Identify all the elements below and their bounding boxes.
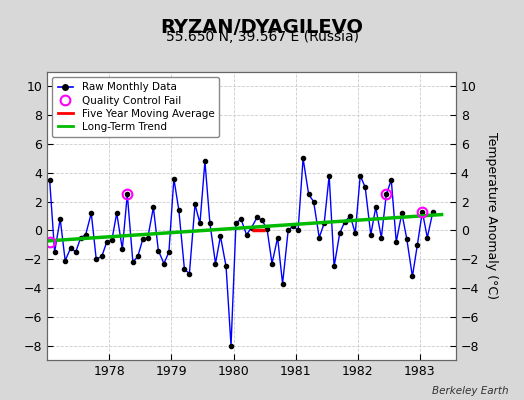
Point <box>46 177 54 183</box>
Point <box>274 234 282 241</box>
Point <box>77 234 85 241</box>
Point <box>330 263 339 270</box>
Point <box>429 208 437 215</box>
Point <box>134 253 142 260</box>
Point <box>103 239 111 245</box>
Point <box>387 177 396 183</box>
Point <box>423 234 431 241</box>
Point <box>335 230 344 236</box>
Point <box>289 223 297 229</box>
Point <box>398 210 406 216</box>
Point <box>356 172 364 179</box>
Point <box>196 220 204 226</box>
Point <box>325 172 333 179</box>
Point <box>227 342 235 349</box>
Point <box>50 249 59 255</box>
Point <box>413 242 422 248</box>
Point <box>351 230 359 236</box>
Point <box>139 236 147 242</box>
Point <box>263 226 271 232</box>
Point <box>402 236 411 242</box>
Point <box>315 234 323 241</box>
Point <box>243 232 251 238</box>
Point <box>206 220 214 226</box>
Point <box>284 227 292 234</box>
Point <box>253 214 261 221</box>
Point <box>418 208 427 215</box>
Point <box>129 259 137 265</box>
Point <box>201 158 209 164</box>
Point <box>170 175 178 182</box>
Point <box>392 239 400 245</box>
Point <box>174 207 183 214</box>
Point <box>81 232 90 238</box>
Point <box>237 216 245 222</box>
Point <box>222 263 230 270</box>
Text: Berkeley Earth: Berkeley Earth <box>432 386 508 396</box>
Point <box>268 260 276 267</box>
Point <box>310 198 318 205</box>
Point <box>367 232 375 238</box>
Point <box>144 234 152 241</box>
Point <box>211 260 220 267</box>
Point <box>118 246 126 252</box>
Point <box>372 204 380 210</box>
Point <box>191 201 199 208</box>
Legend: Raw Monthly Data, Quality Control Fail, Five Year Moving Average, Long-Term Tren: Raw Monthly Data, Quality Control Fail, … <box>52 77 220 137</box>
Point <box>346 213 354 219</box>
Point <box>377 234 386 241</box>
Point <box>185 270 193 277</box>
Text: 55.650 N, 39.567 E (Russia): 55.650 N, 39.567 E (Russia) <box>166 30 358 44</box>
Point <box>165 249 173 255</box>
Point <box>87 210 95 216</box>
Point <box>382 191 390 198</box>
Point <box>67 244 75 251</box>
Point <box>160 260 168 267</box>
Point <box>154 247 162 254</box>
Text: RYZAN/DYAGILEVO: RYZAN/DYAGILEVO <box>160 18 364 37</box>
Point <box>97 253 106 260</box>
Point <box>361 184 369 190</box>
Point <box>232 220 240 226</box>
Point <box>299 155 307 162</box>
Point <box>107 237 116 244</box>
Point <box>320 220 329 226</box>
Point <box>72 249 80 255</box>
Point <box>61 258 69 264</box>
Point <box>149 204 158 210</box>
Point <box>278 280 287 287</box>
Point <box>247 224 256 231</box>
Point <box>304 191 313 198</box>
Point <box>123 191 132 198</box>
Point <box>113 210 121 216</box>
Y-axis label: Temperature Anomaly (°C): Temperature Anomaly (°C) <box>485 132 498 300</box>
Point <box>294 227 302 234</box>
Point <box>341 218 349 225</box>
Point <box>56 216 64 222</box>
Point <box>216 233 225 239</box>
Point <box>258 217 266 224</box>
Point <box>92 256 101 262</box>
Point <box>408 273 417 280</box>
Point <box>180 266 189 272</box>
